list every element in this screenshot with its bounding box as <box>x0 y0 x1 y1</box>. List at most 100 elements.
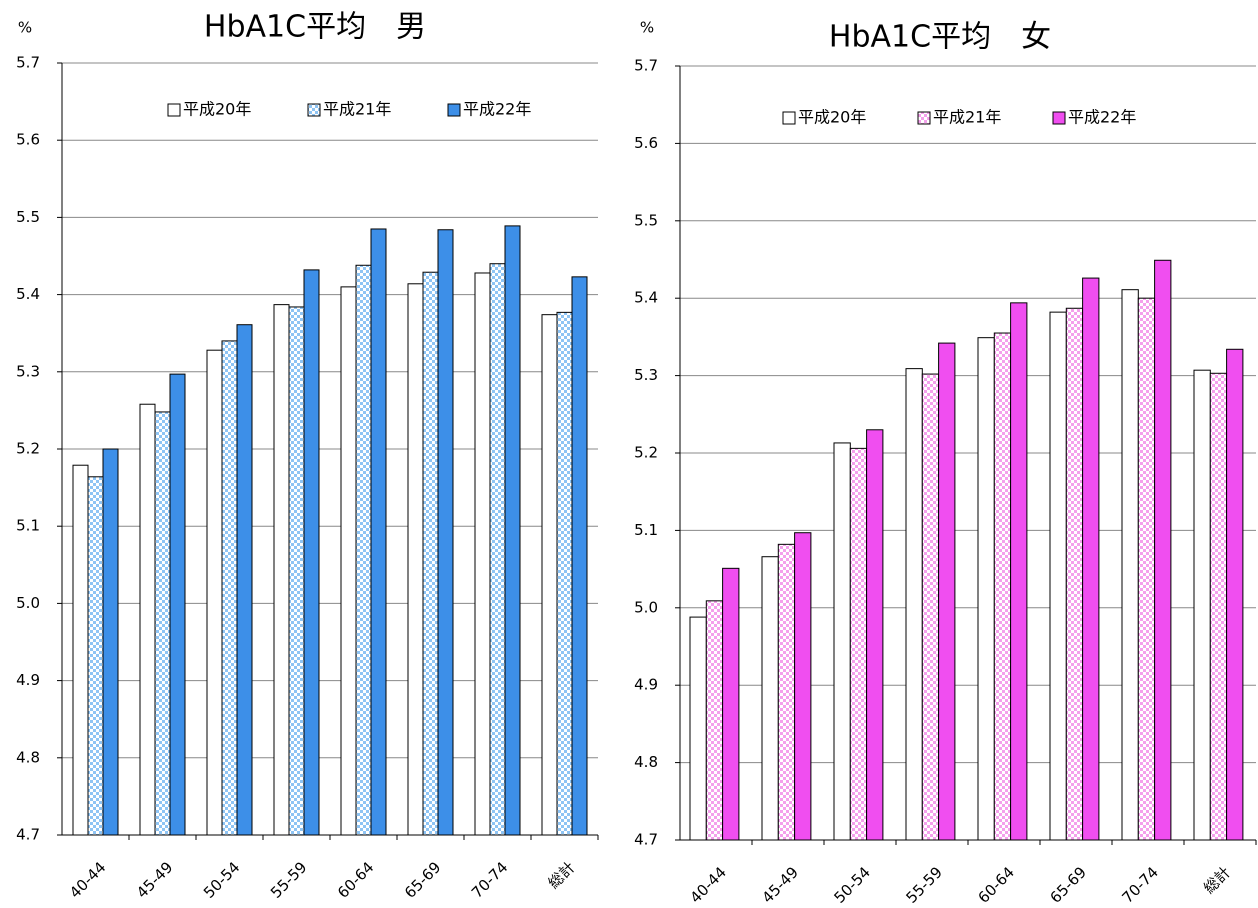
y-tick-label: 5.5 <box>16 208 40 226</box>
x-tick-label: 50-54 <box>200 858 244 902</box>
y-tick-label: 4.8 <box>16 748 40 766</box>
bar <box>139 403 156 836</box>
y-tick-label: 5.5 <box>634 211 658 229</box>
legend-swatch <box>782 111 796 125</box>
bar <box>288 306 305 836</box>
x-tick-label: 総計 <box>545 858 579 892</box>
x-tick-label: 45-49 <box>133 858 177 902</box>
bar <box>938 342 956 841</box>
x-tick-label: 総計 <box>1200 863 1234 897</box>
legend-label: 平成22年 <box>1068 108 1136 127</box>
y-tick-label: 5.2 <box>16 440 40 458</box>
bar <box>1010 302 1028 841</box>
x-tick-label: 60-64 <box>974 863 1018 907</box>
bar <box>303 269 320 836</box>
y-tick-label: 5.4 <box>16 285 40 303</box>
y-axis-label: % <box>640 19 654 37</box>
y-tick-label: 5.4 <box>634 289 658 307</box>
y-tick-label: 5.2 <box>634 444 658 462</box>
bar <box>905 368 923 841</box>
bar <box>833 442 851 841</box>
bar <box>977 337 995 841</box>
x-tick-label: 65-69 <box>401 858 445 902</box>
y-tick-label: 5.3 <box>16 362 40 380</box>
bar <box>849 447 868 841</box>
legend-label: 平成21年 <box>933 108 1001 127</box>
chart-title: HbA1C平均 女 <box>829 20 1051 55</box>
bar <box>777 543 796 841</box>
bar <box>437 229 454 836</box>
x-tick-label: 45-49 <box>758 863 802 907</box>
bar <box>72 464 89 836</box>
y-tick-label: 5.0 <box>16 594 40 612</box>
bar <box>993 332 1012 841</box>
x-tick-label: 70-74 <box>468 858 512 902</box>
legend-swatch <box>447 103 461 117</box>
bar <box>722 567 740 841</box>
y-tick-label: 5.1 <box>634 521 658 539</box>
bar <box>504 225 521 836</box>
bar <box>705 600 724 841</box>
x-tick-label: 70-74 <box>1118 863 1162 907</box>
bar <box>355 264 372 836</box>
bar <box>541 314 558 836</box>
bar <box>370 228 387 836</box>
y-tick-label: 5.3 <box>634 366 658 384</box>
bar <box>489 263 506 836</box>
bar <box>206 349 223 836</box>
bar <box>1065 307 1084 841</box>
x-tick-label: 40-44 <box>66 858 110 902</box>
legend-swatch <box>917 111 931 125</box>
y-tick-label: 5.7 <box>16 54 40 72</box>
bar <box>556 311 573 836</box>
bar <box>154 411 171 836</box>
x-tick-label: 55-59 <box>902 863 946 907</box>
y-tick-label: 5.6 <box>634 134 658 152</box>
bar <box>169 373 186 836</box>
legend-label: 平成21年 <box>323 100 391 119</box>
legend-swatch <box>307 103 321 117</box>
bar <box>1226 348 1244 841</box>
bar <box>689 616 707 841</box>
bar <box>1154 259 1172 841</box>
x-tick-label: 40-44 <box>686 863 730 907</box>
bar <box>1082 277 1100 841</box>
bar <box>1137 297 1156 841</box>
bar <box>1209 372 1228 841</box>
bar <box>571 276 588 836</box>
bar <box>340 286 357 836</box>
y-tick-label: 5.0 <box>634 598 658 616</box>
y-tick-label: 4.9 <box>634 676 658 694</box>
bar <box>794 532 812 841</box>
bar <box>221 340 238 836</box>
y-tick-label: 5.7 <box>634 57 658 75</box>
bar <box>407 283 424 836</box>
bar <box>1121 289 1139 841</box>
x-tick-label: 60-64 <box>334 858 378 902</box>
bar <box>921 373 940 841</box>
y-tick-label: 5.6 <box>16 131 40 149</box>
y-tick-label: 4.8 <box>634 753 658 771</box>
y-tick-label: 4.9 <box>16 671 40 689</box>
bar <box>866 429 884 841</box>
legend-swatch <box>167 103 181 117</box>
bar <box>1193 369 1211 841</box>
bar <box>422 271 439 836</box>
y-axis-label: % <box>18 19 32 37</box>
legend-label: 平成20年 <box>183 100 251 119</box>
bar <box>273 304 290 836</box>
bar <box>1049 311 1067 841</box>
y-tick-label: 4.7 <box>16 826 40 844</box>
bar <box>474 272 491 836</box>
y-tick-label: 4.7 <box>634 831 658 849</box>
x-tick-label: 50-54 <box>830 863 874 907</box>
bar <box>102 448 119 836</box>
legend-label: 平成20年 <box>798 108 866 127</box>
legend-label: 平成22年 <box>463 100 531 119</box>
x-tick-label: 65-69 <box>1046 863 1090 907</box>
bar <box>236 324 253 836</box>
y-tick-label: 5.1 <box>16 517 40 535</box>
bar <box>761 556 779 841</box>
